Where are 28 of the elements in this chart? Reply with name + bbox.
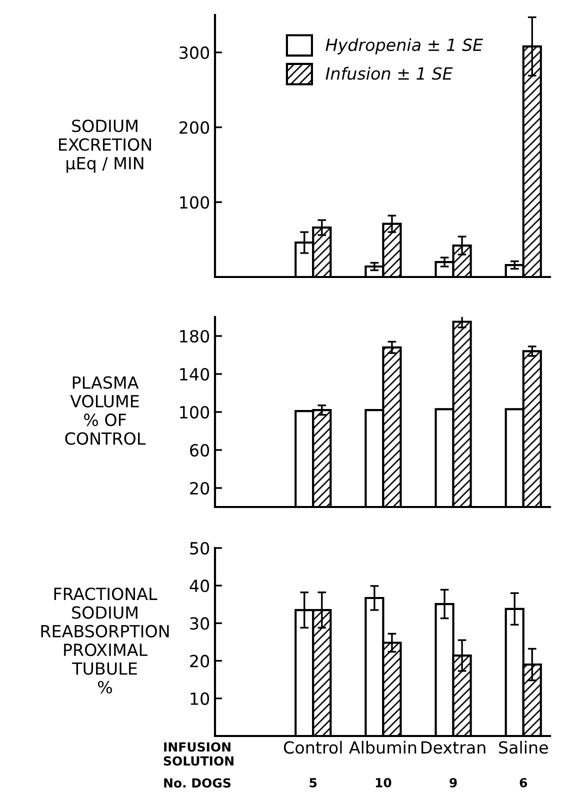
x-axis-title: INFUSION SOLUTION xyxy=(164,742,234,766)
x-tick-label: Saline xyxy=(499,740,548,754)
legend-label: Hydropenia ± 1 SE xyxy=(326,38,484,54)
y-tick-label: 20 xyxy=(190,482,210,495)
y-tick-label: 60 xyxy=(190,444,210,457)
y-tick-label: 300 xyxy=(180,46,210,59)
y-tick-label: 200 xyxy=(180,121,210,134)
text: No. DOGS xyxy=(164,778,230,788)
y-tick-label: 40 xyxy=(190,580,210,592)
y-axis-title: FRACTIONAL SODIUM REABSORPTION PROXIMAL TUBULE % xyxy=(41,588,169,694)
text: 6 xyxy=(520,778,528,788)
legend-label: Infusion ± 1 SE xyxy=(326,66,453,80)
y-tick-label: 100 xyxy=(180,196,210,209)
y-tick-label: 100 xyxy=(180,406,210,419)
x-tick-label: Control xyxy=(284,740,342,754)
y-axis-title: PLASMA VOLUME % OF CONTROL xyxy=(65,376,146,445)
y-tick-label: 180 xyxy=(180,330,210,343)
text: 5 xyxy=(310,778,317,788)
y-tick-label: 30 xyxy=(190,617,210,630)
y-tick-label: 10 xyxy=(190,692,210,705)
text: 9 xyxy=(450,778,457,788)
y-tick-label: 140 xyxy=(180,368,210,381)
y-tick-label: 50 xyxy=(190,542,210,555)
x-tick-label: Dextran xyxy=(422,741,486,754)
x-tick-label: Albumin xyxy=(349,740,416,754)
y-tick-label: 20 xyxy=(190,654,210,668)
y-axis-title: SODIUM EXCRETION μEq / MIN xyxy=(59,120,151,173)
text: 10 xyxy=(376,778,392,788)
